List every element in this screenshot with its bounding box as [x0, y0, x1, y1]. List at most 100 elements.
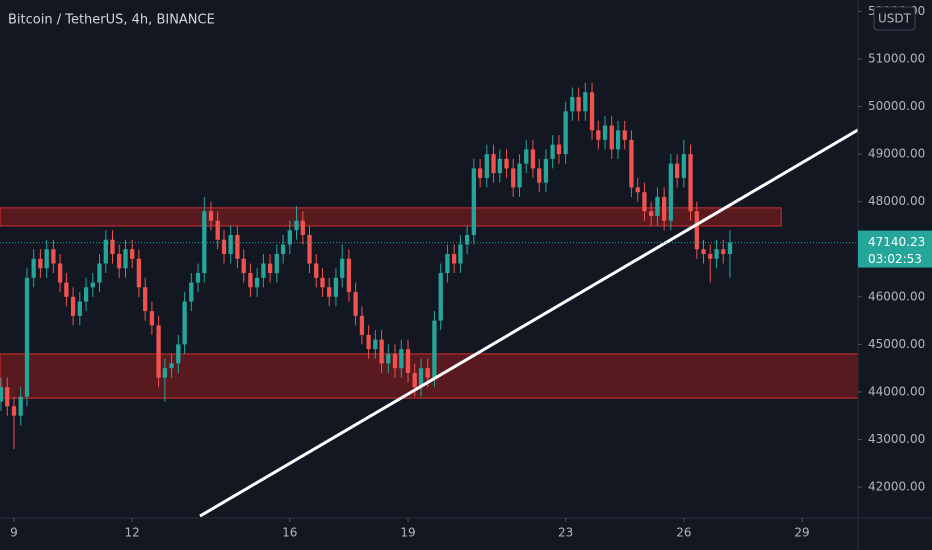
candle-body: [721, 249, 726, 255]
candle-body: [708, 254, 713, 259]
candle-body: [221, 239, 227, 255]
candle-body: [537, 168, 542, 183]
candle-body: [215, 220, 220, 240]
candle-body: [327, 287, 332, 297]
x-tick-label: 16: [282, 526, 297, 540]
candle-body: [576, 97, 581, 112]
candle-body: [524, 149, 529, 164]
candle-body: [602, 125, 608, 140]
x-tick-label: 12: [125, 526, 140, 540]
y-tick-label: 44000.00: [868, 384, 925, 398]
candle-body: [340, 258, 345, 278]
candle-body: [359, 315, 365, 335]
candle-body: [117, 254, 122, 269]
candle-body: [44, 249, 49, 269]
candle-body: [563, 111, 568, 155]
candle-body: [24, 277, 30, 397]
candle-body: [169, 363, 174, 369]
candle-body: [11, 406, 17, 416]
candle-body: [458, 244, 463, 264]
candle-body: [18, 396, 23, 416]
candle-body: [31, 258, 36, 278]
last-price-tag: [858, 230, 932, 268]
candle-body: [583, 92, 588, 112]
candle-body: [497, 158, 502, 174]
candle-body: [162, 368, 168, 378]
candle-body: [235, 234, 240, 259]
candle-body: [136, 258, 142, 288]
candle-body: [405, 349, 411, 373]
candle-body: [261, 263, 266, 278]
candle-body: [432, 320, 437, 378]
candle-body: [681, 154, 686, 178]
currency-box[interactable]: [873, 6, 916, 31]
candle-body: [320, 277, 325, 288]
candle-body: [274, 254, 279, 274]
candle-body: [648, 211, 654, 216]
candle-body: [38, 258, 43, 269]
candle-body: [156, 325, 161, 378]
x-tick-label: 23: [558, 526, 573, 540]
candle-body: [412, 372, 417, 388]
candle-body: [629, 139, 634, 188]
candle-body: [241, 258, 246, 274]
y-tick-label: 50000.00: [868, 99, 925, 113]
candle-body: [228, 234, 233, 255]
candle-body: [694, 211, 699, 250]
candle-body: [386, 353, 391, 364]
candle-body: [314, 263, 319, 278]
candle-body: [254, 277, 260, 288]
candle-body: [373, 339, 378, 350]
candle-body: [714, 249, 719, 259]
candle-body: [556, 144, 562, 155]
candle-body: [517, 163, 522, 188]
candle-body: [635, 187, 640, 193]
candle-body: [615, 130, 621, 150]
candle-body: [589, 92, 595, 131]
y-tick-label: 46000.00: [868, 289, 925, 303]
candle-body: [471, 168, 476, 235]
candle-body: [366, 334, 371, 350]
candle-body: [543, 158, 549, 183]
candle-body: [445, 254, 450, 274]
candle-body: [208, 211, 214, 221]
candle-body: [570, 97, 575, 112]
zone: [0, 207, 782, 227]
candle-body: [379, 339, 384, 364]
candle-body: [399, 349, 404, 369]
y-tick-label: 49000.00: [868, 147, 925, 161]
candle-body: [392, 353, 398, 369]
last-price-label: 47140.23: [868, 235, 925, 249]
candle-body: [130, 249, 135, 259]
candle-body: [77, 301, 82, 316]
candle-body: [346, 258, 352, 293]
candle-body: [57, 263, 63, 283]
y-tick-label: 42000.00: [868, 480, 925, 494]
candle-body: [701, 249, 706, 255]
x-tick-label: 9: [10, 526, 18, 540]
candle-body: [655, 196, 660, 216]
candle-body: [97, 263, 102, 283]
candle-body: [248, 273, 253, 288]
candle-body: [143, 287, 148, 312]
x-tick-label: 26: [676, 526, 691, 540]
candle-body: [280, 244, 286, 255]
candle-body: [642, 192, 647, 212]
axes: 42000.00 43000.00 44000.00 45000.00 46000.00…: [10, 4, 932, 540]
candle-body: [333, 277, 339, 297]
candle-body: [123, 249, 128, 269]
candle-body: [0, 387, 4, 402]
candle-body: [688, 154, 693, 212]
candle-body: [418, 368, 424, 388]
x-tick-label: 29: [794, 526, 809, 540]
candle-body: [300, 220, 305, 235]
candle-body: [438, 273, 443, 321]
candle-body: [70, 296, 76, 316]
candle-body: [491, 154, 496, 174]
candle-body: [189, 282, 194, 302]
candle-body: [550, 144, 555, 159]
currency-label[interactable]: USDT: [878, 12, 912, 26]
candle-body: [90, 282, 95, 288]
